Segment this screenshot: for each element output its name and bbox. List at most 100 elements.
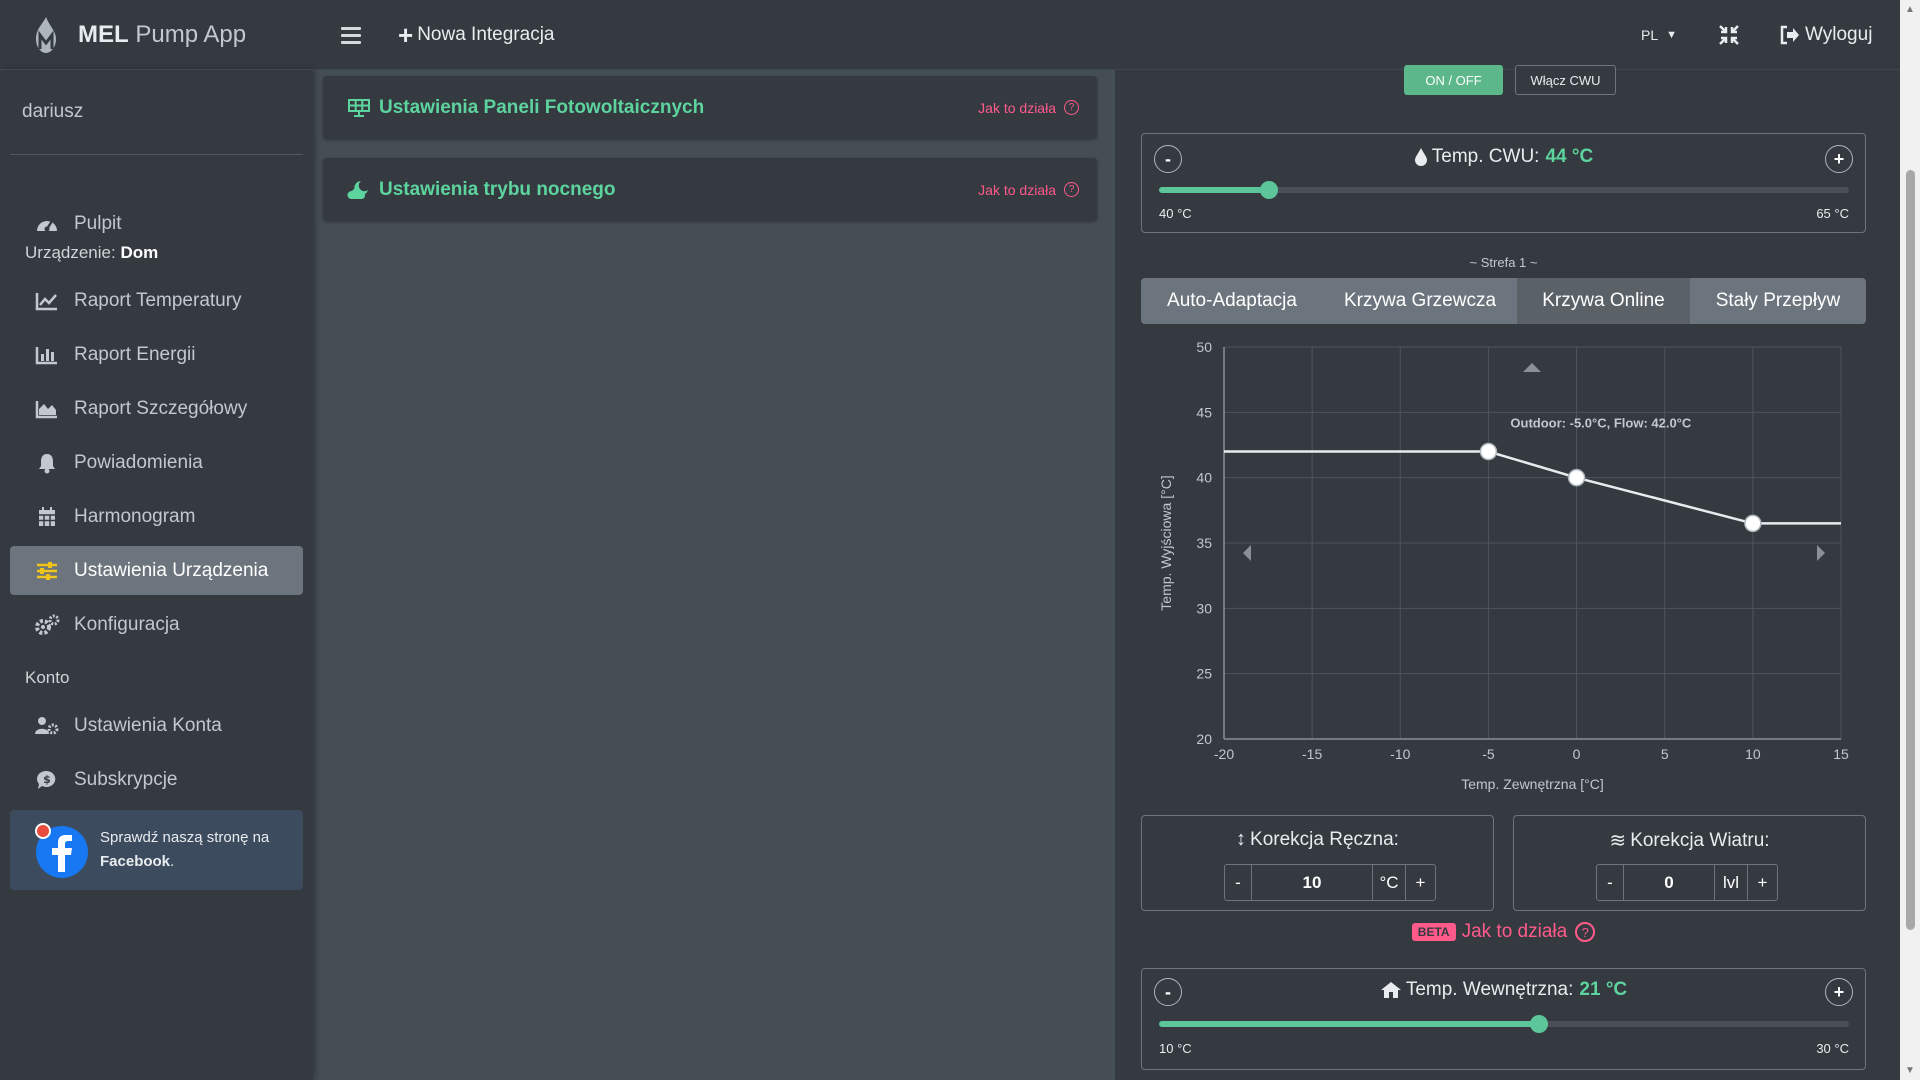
y-tick-label: 25 (1196, 666, 1212, 682)
indoor-slider-thumb[interactable] (1529, 1015, 1548, 1033)
sidebar-item-raport-energii[interactable]: Raport Energii (10, 330, 303, 379)
y-tick-label: 35 (1196, 535, 1212, 551)
indoor-decrease-button[interactable]: - (1154, 978, 1182, 1006)
indoor-slider[interactable] (1159, 1015, 1849, 1033)
dhw-temp-label: Temp. CWU: (1431, 146, 1540, 167)
sidebar-item-label: Ustawienia Konta (74, 714, 222, 736)
solar-panel-icon (348, 98, 370, 117)
brand-text: MEL Pump App (78, 21, 246, 49)
new-integration-label: Nowa Integracja (417, 24, 555, 45)
shift-up-arrow-icon[interactable] (1523, 363, 1541, 372)
beta-help-link[interactable]: BETA Jak to działa ? (1141, 921, 1866, 943)
brand[interactable]: MEL Pump App (0, 0, 313, 70)
help-label: Jak to działa (978, 181, 1056, 198)
night-mode-title: Ustawienia trybu nocnego (347, 179, 615, 201)
wind-correction-input[interactable]: 0 (1624, 865, 1715, 900)
y-tick-label: 40 (1196, 470, 1212, 486)
facebook-line1: Sprawdź naszą stronę na (100, 829, 270, 846)
enable-dhw-button[interactable]: Włącz CWU (1515, 65, 1616, 95)
manual-correction-plus[interactable]: + (1415, 872, 1426, 892)
indoor-slider-fill (1159, 1021, 1539, 1027)
wind-correction-box: ≋ Korekcja Wiatru: - 0 lvl + (1513, 815, 1866, 911)
plus-icon: + (398, 19, 414, 50)
tab-krzywa-grzewcza[interactable]: Krzywa Grzewcza (1323, 278, 1517, 324)
dhw-max-label: 65 °C (1816, 206, 1849, 221)
dhw-slider-thumb[interactable] (1260, 181, 1279, 199)
sidebar-item-raport-szczegolowy[interactable]: Raport Szczegółowy (10, 384, 303, 433)
logout-button[interactable]: Wyloguj (1779, 0, 1872, 70)
sidebar-item-ustawienia-urzadzenia[interactable]: Ustawienia Urządzenia (10, 546, 303, 595)
curve-handle-point[interactable] (1567, 468, 1586, 487)
indoor-increase-button[interactable]: + (1825, 978, 1853, 1006)
scrollbar-thumb[interactable] (1906, 170, 1915, 930)
sidebar-item-label: Harmonogram (74, 505, 196, 527)
dhw-slider-fill (1159, 187, 1270, 193)
x-tick-label: 0 (1573, 746, 1581, 762)
dhw-decrease-button[interactable]: - (1154, 145, 1182, 173)
shift-left-arrow-icon[interactable] (1243, 545, 1251, 561)
language-dropdown[interactable]: PL ▼ (1641, 0, 1677, 70)
menu-toggle-button[interactable] (340, 0, 362, 70)
chart-ticks: -20 -15 -10 -5 0 5 10 15 50 45 40 35 30 25 20 (1196, 339, 1849, 762)
beta-help-label: Jak to działa (1461, 921, 1568, 942)
wind-correction-minus[interactable]: - (1597, 865, 1624, 900)
heating-curve-chart[interactable]: -20 -15 -10 -5 0 5 10 15 50 45 40 35 30 25 20 Temp. Ze… (1141, 332, 1866, 802)
hamburger-line (341, 40, 361, 44)
sidebar-item-konfiguracja[interactable]: Konfiguracja (10, 600, 303, 649)
sidebar-item-label: Raport Energii (74, 343, 196, 365)
on-off-button[interactable]: ON / OFF (1404, 65, 1503, 95)
bell-icon (34, 452, 60, 474)
fullscreen-button[interactable] (1718, 0, 1740, 70)
device-header: Urządzenie: Dom (25, 243, 158, 263)
new-integration-button[interactable]: + Nowa Integracja (398, 0, 554, 70)
pv-help-link[interactable]: Jak to działa ? (978, 100, 1079, 116)
curve-handle-point[interactable] (1744, 514, 1762, 533)
sidebar-item-label: Ustawienia Urządzenia (74, 559, 269, 581)
beta-badge: BETA (1411, 923, 1456, 941)
sidebar-item-ustawienia-konta[interactable]: Ustawienia Konta (10, 701, 303, 750)
manual-correction-input[interactable]: 10 (1252, 865, 1373, 900)
y-tick-label: 30 (1196, 600, 1212, 616)
facebook-promo[interactable]: Sprawdź naszą stronę na Facebook. (10, 810, 303, 890)
wind-correction-title: ≋ Korekcja Wiatru: (1514, 828, 1865, 853)
user-panel[interactable]: dariusz (10, 70, 303, 155)
scroll-up-arrow-icon[interactable]: ▲ (1905, 4, 1915, 15)
facebook-link[interactable]: Facebook (100, 853, 171, 870)
facebook-dot: . (170, 853, 175, 870)
logout-label: Wyloguj (1805, 24, 1873, 45)
night-mode-card[interactable]: Ustawienia trybu nocnego Jak to działa ? (323, 158, 1097, 221)
sidebar-item-label: Raport Szczegółowy (74, 397, 248, 419)
wind-correction-stepper: - 0 lvl + (1596, 864, 1778, 901)
sidebar-item-subskrypcje[interactable]: $ Subskrypcje (10, 755, 303, 804)
curve-handle-point[interactable] (1479, 442, 1498, 461)
sidebar-item-harmonogram[interactable]: Harmonogram (10, 492, 303, 541)
page-scrollbar[interactable]: ▲ ▼ (1900, 0, 1920, 1080)
svg-text:$: $ (43, 773, 51, 786)
y-tick-label: 50 (1196, 339, 1212, 355)
x-tick-label: -20 (1214, 746, 1234, 762)
scroll-down-arrow-icon[interactable]: ▼ (1905, 1065, 1915, 1076)
indoor-min-label: 10 °C (1159, 1041, 1192, 1056)
manual-correction-box: ↕ Korekcja Ręczna: - 10 °C + (1141, 815, 1494, 911)
indoor-temp-box: - Temp. Wewnętrzna: 21 °C + 10 °C 30 °C (1141, 968, 1866, 1070)
facebook-text: Sprawdź naszą stronę na Facebook. (100, 826, 269, 874)
dhw-min-label: 40 °C (1159, 206, 1192, 221)
sidebar-item-pulpit[interactable]: Pulpit (10, 199, 303, 248)
shift-right-arrow-icon[interactable] (1817, 545, 1825, 561)
sidebar-item-powiadomienia[interactable]: Powiadomienia (10, 438, 303, 487)
night-help-link[interactable]: Jak to działa ? (978, 182, 1079, 198)
wind-correction-plus[interactable]: + (1757, 872, 1768, 892)
tab-krzywa-online[interactable]: Krzywa Online (1517, 278, 1690, 324)
manual-correction-stepper: - 10 °C + (1224, 864, 1436, 901)
dhw-increase-button[interactable]: + (1825, 145, 1853, 173)
sidebar-item-raport-temperatury[interactable]: Raport Temperatury (10, 276, 303, 325)
sidebar-item-label: Pulpit (74, 212, 122, 234)
tab-auto-adaptacja[interactable]: Auto-Adaptacja (1141, 278, 1323, 324)
wind-icon: ≋ (1609, 830, 1627, 852)
sign-out-icon (1780, 25, 1799, 45)
tab-staly-przeplyw[interactable]: Stały Przepływ (1690, 278, 1866, 324)
home-icon (1380, 982, 1401, 998)
pv-settings-card[interactable]: Ustawienia Paneli Fotowoltaicznych Jak t… (323, 76, 1097, 139)
dhw-slider[interactable] (1159, 181, 1849, 199)
manual-correction-minus[interactable]: - (1225, 865, 1252, 900)
